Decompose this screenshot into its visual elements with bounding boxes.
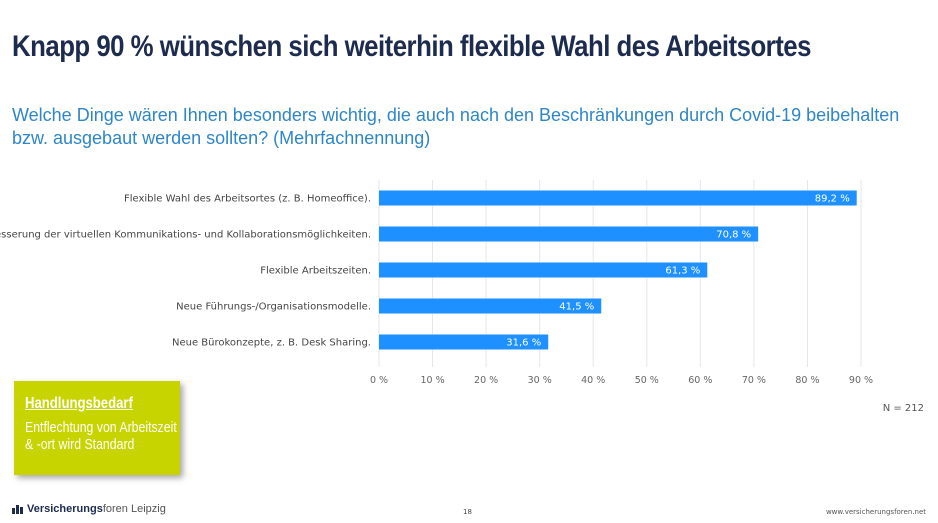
page-number: 18 — [463, 508, 472, 516]
data-label: 70,8 % — [716, 230, 751, 241]
x-tick-label: 20 % — [474, 375, 498, 386]
slide-subtitle: Welche Dinge wären Ihnen besonders wicht… — [12, 105, 900, 148]
category-label: Flexible Wahl des Arbeitsortes (z. B. Ho… — [124, 194, 371, 205]
x-tick-label: 90 % — [849, 375, 873, 386]
category-label: Neue Bürokonzepte, z. B. Desk Sharing. — [172, 338, 371, 349]
x-tick-label: 30 % — [528, 375, 552, 386]
logo-bars-icon — [12, 504, 23, 514]
slide-title: Knapp 90 % wünschen sich weiterhin flexi… — [12, 30, 811, 63]
action-callout-box: Handlungsbedarf Entflechtung von Arbeits… — [14, 381, 180, 475]
brand-name-light: foren Leipzig — [102, 503, 166, 515]
x-tick-label: 80 % — [795, 375, 819, 386]
bar — [379, 226, 759, 242]
bar — [379, 298, 602, 314]
data-label: 31,6 % — [506, 338, 541, 349]
x-tick-label: 40 % — [581, 375, 605, 386]
callout-text: Entflechtung von Arbeitszeit & -ort wird… — [25, 419, 177, 453]
callout-heading: Handlungsbedarf — [25, 395, 133, 412]
category-label: Neue Führungs-/Organisationsmodelle. — [176, 302, 371, 313]
x-tick-label: 70 % — [742, 375, 766, 386]
data-label: 89,2 % — [815, 194, 850, 205]
bar — [379, 190, 857, 206]
brand-logo: Versicherungs foren Leipzig — [12, 503, 166, 515]
bar-chart: 0 % 10 % 20 % 30 % 40 % 50 % 60 % 70 % 80 % 90 % F… — [0, 180, 873, 386]
bar — [379, 262, 708, 278]
sample-size-label: N = 212 — [882, 403, 924, 414]
x-tick-label: 10 % — [420, 375, 444, 386]
footer-url: www.versicherungsforen.net — [825, 508, 926, 516]
data-label: 41,5 % — [559, 302, 594, 313]
category-label: Flexible Arbeitszeiten. — [260, 266, 371, 277]
x-tick-label: 0 % — [370, 375, 388, 386]
brand-name-bold: Versicherungs — [27, 503, 103, 515]
data-label: 61,3 % — [665, 266, 700, 277]
bar — [379, 334, 549, 350]
x-tick-label: 60 % — [688, 375, 712, 386]
category-label: Verbesserung der virtuellen Kommunikatio… — [0, 230, 371, 241]
x-tick-label: 50 % — [635, 375, 659, 386]
